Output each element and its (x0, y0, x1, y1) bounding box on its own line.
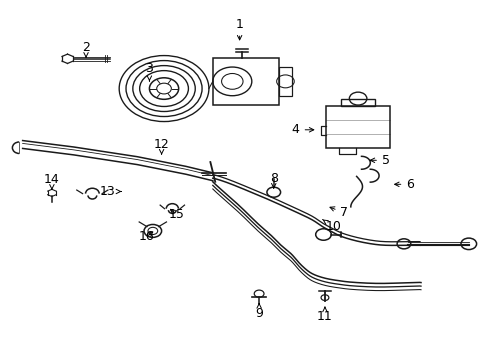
Text: 13: 13 (100, 185, 121, 198)
Text: 10: 10 (322, 220, 341, 233)
Text: 5: 5 (369, 154, 389, 167)
Text: 14: 14 (44, 173, 60, 189)
Text: 8: 8 (269, 172, 277, 188)
Text: 3: 3 (145, 62, 153, 81)
Bar (212, 58, 278, 105)
Text: 1: 1 (235, 18, 243, 40)
Text: 2: 2 (82, 41, 90, 57)
Text: 11: 11 (316, 307, 332, 324)
Text: 16: 16 (139, 230, 155, 243)
Bar (278, 67, 292, 96)
Text: 15: 15 (168, 208, 184, 221)
Bar (326, 107, 389, 148)
Text: 9: 9 (255, 303, 263, 320)
Text: 7: 7 (329, 207, 348, 220)
Text: 4: 4 (291, 123, 313, 136)
Text: 6: 6 (394, 178, 413, 191)
Bar (340, 99, 374, 107)
Text: 12: 12 (153, 138, 169, 154)
